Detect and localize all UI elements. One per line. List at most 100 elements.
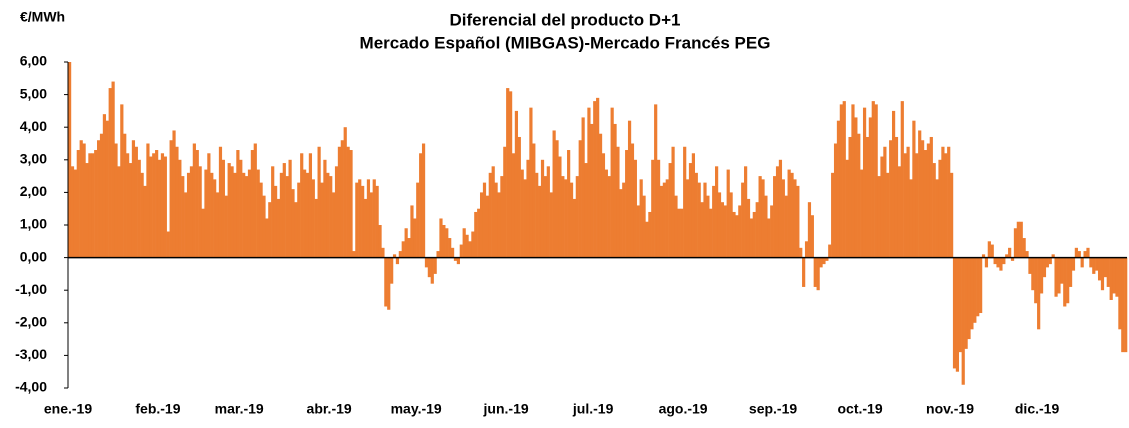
- bar: [143, 185, 147, 258]
- bar: [1051, 254, 1055, 258]
- bar: [685, 179, 690, 258]
- bar: [851, 104, 855, 258]
- bar: [146, 143, 150, 258]
- bar: [520, 169, 524, 258]
- bar: [294, 202, 298, 258]
- bar: [645, 221, 649, 258]
- bar: [857, 133, 861, 258]
- bar: [1115, 257, 1119, 297]
- bar: [938, 159, 942, 258]
- bar: [529, 107, 533, 258]
- bar: [1005, 254, 1009, 258]
- bar: [189, 166, 194, 258]
- bar: [665, 179, 669, 258]
- bar: [134, 146, 138, 258]
- bar: [340, 140, 344, 258]
- bar: [880, 156, 884, 258]
- bar: [1039, 257, 1044, 294]
- bar: [346, 146, 350, 258]
- bar: [1028, 257, 1032, 274]
- bar: [581, 117, 585, 258]
- bar: [764, 195, 768, 258]
- bar: [1068, 257, 1073, 287]
- bar: [671, 146, 675, 258]
- bar: [958, 257, 962, 353]
- bar: [479, 192, 484, 258]
- x-tick-label: ene.-19: [44, 401, 92, 417]
- bar: [224, 195, 228, 258]
- bar: [94, 150, 98, 258]
- x-tick-label: jul.-19: [572, 401, 614, 417]
- bar: [1010, 257, 1015, 261]
- bar: [831, 172, 835, 258]
- bar: [215, 192, 220, 258]
- bar: [175, 146, 179, 258]
- bar: [622, 182, 626, 258]
- bar: [1092, 257, 1096, 274]
- bar: [114, 143, 118, 258]
- bar: [816, 257, 820, 291]
- bar: [430, 257, 434, 284]
- bar: [390, 257, 394, 284]
- bar: [593, 101, 597, 258]
- bar: [915, 153, 919, 258]
- bar: [590, 123, 594, 258]
- y-tick-label: 3,00: [20, 151, 47, 167]
- bar: [804, 241, 809, 258]
- bar: [1077, 251, 1081, 258]
- bar: [717, 192, 722, 258]
- bar: [68, 62, 72, 258]
- bar: [343, 127, 347, 258]
- bar: [204, 169, 208, 258]
- bar: [558, 156, 562, 258]
- bar: [900, 101, 904, 258]
- bar: [509, 91, 513, 258]
- bar: [822, 257, 826, 265]
- bar: [845, 159, 849, 258]
- bar: [381, 247, 385, 258]
- bar: [540, 159, 545, 258]
- bar: [598, 133, 603, 258]
- bar: [1066, 257, 1070, 304]
- bar: [416, 182, 420, 258]
- bar: [793, 179, 797, 258]
- bar: [950, 172, 954, 258]
- bar: [1019, 221, 1023, 258]
- x-tick-label: sep.-19: [749, 401, 797, 417]
- y-tick-label: 6,00: [20, 53, 47, 69]
- bar: [883, 146, 887, 258]
- bar: [813, 257, 817, 287]
- x-tick-label: ago.-19: [659, 401, 708, 417]
- bar: [790, 172, 794, 258]
- bar: [952, 257, 957, 369]
- bar: [601, 153, 606, 258]
- bar: [453, 257, 458, 261]
- y-tick-label: -4,00: [15, 379, 47, 395]
- bar: [169, 140, 173, 258]
- bar: [1022, 238, 1026, 258]
- bar: [555, 140, 559, 258]
- bar: [784, 195, 788, 258]
- bar: [799, 247, 803, 258]
- bar: [715, 166, 719, 258]
- bar: [627, 120, 632, 258]
- bar: [854, 117, 858, 258]
- bar: [413, 218, 417, 258]
- x-tick-label: nov.-19: [926, 401, 974, 417]
- bar: [1109, 257, 1113, 300]
- bar: [654, 104, 658, 258]
- bar: [732, 211, 736, 258]
- bar: [607, 176, 611, 258]
- bar: [477, 208, 481, 258]
- bar: [221, 159, 225, 258]
- bar: [613, 123, 617, 258]
- bar: [703, 182, 707, 258]
- bar: [746, 198, 751, 258]
- bar: [775, 166, 780, 258]
- bar: [384, 257, 388, 307]
- bar: [506, 88, 510, 258]
- bar: [352, 251, 356, 258]
- bar: [807, 202, 812, 258]
- bar: [967, 257, 971, 340]
